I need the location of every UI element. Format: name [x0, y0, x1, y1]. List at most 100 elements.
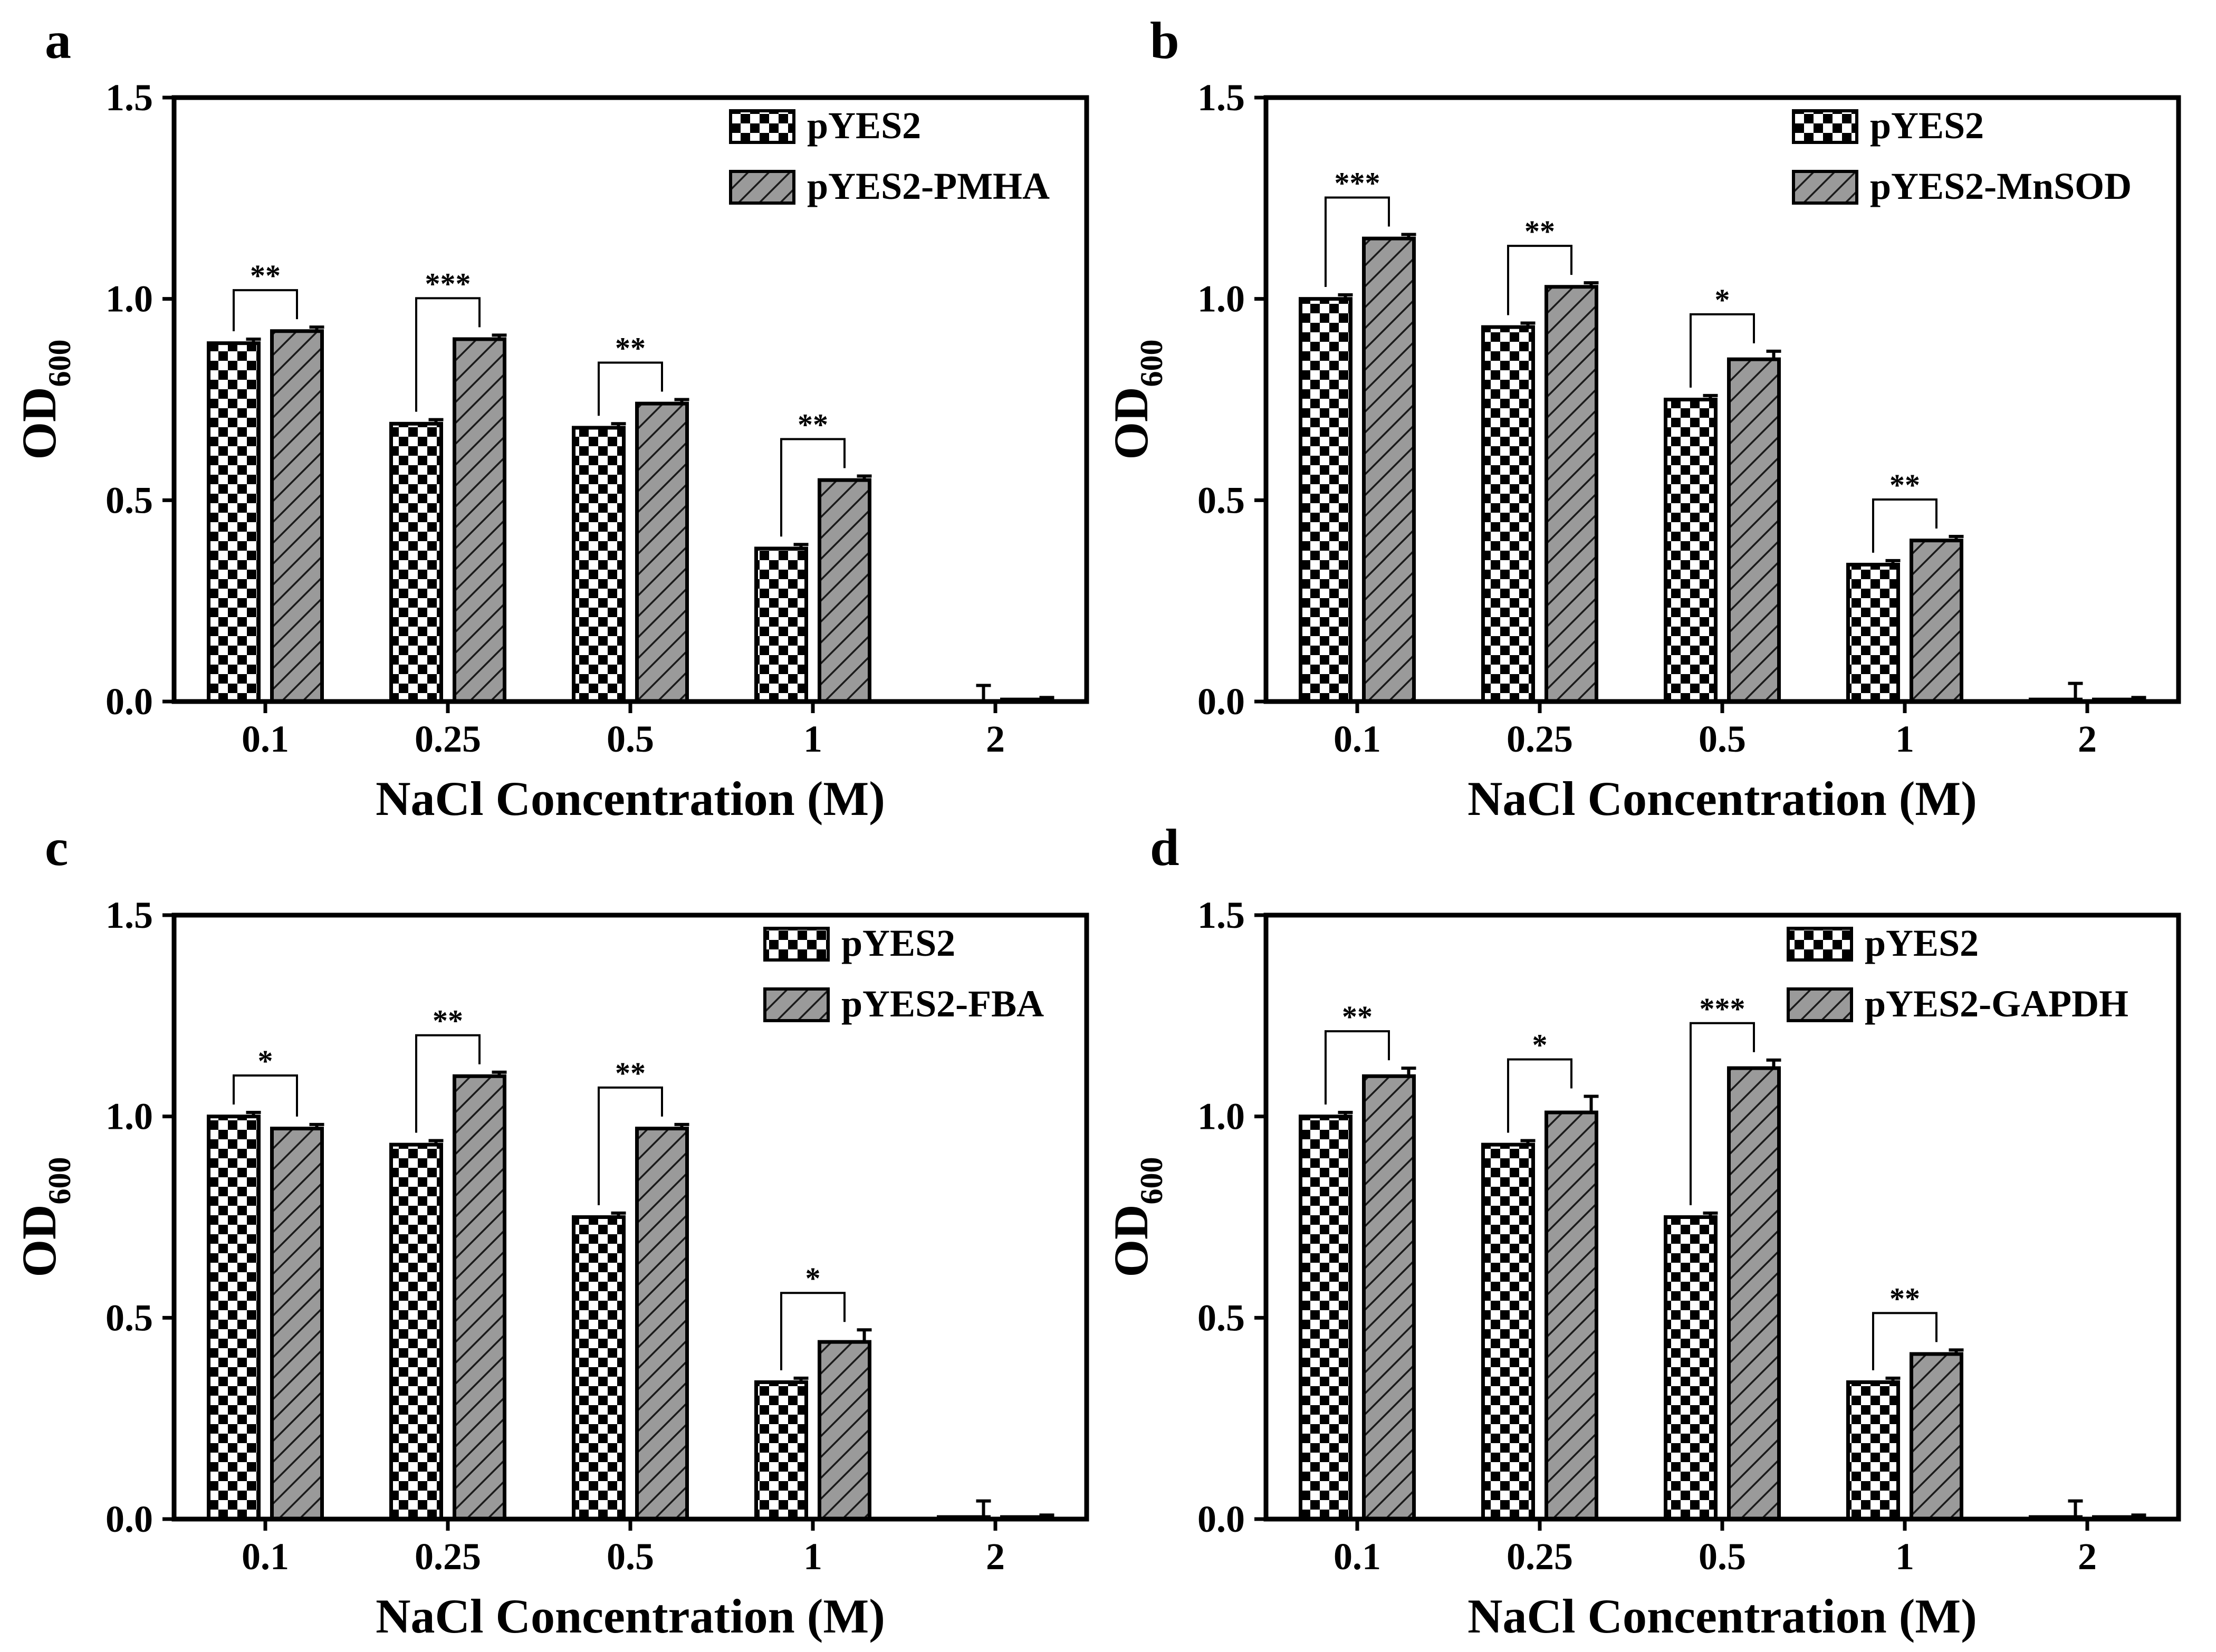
bar-pYES2-FBA-1: [818, 1340, 871, 1521]
bar-pYES2-0.25: [1481, 325, 1535, 704]
y-axis-title-main: OD: [12, 1205, 66, 1278]
significance-label-1: **: [798, 408, 828, 442]
significance-bracket-0.25: [415, 297, 481, 412]
chart-panel-a: a ** 0.1 *** 0.25 ** 0.5 ** 1 2 0.0 0.5 1.0 1.5 NaCl C…: [12, 11, 1089, 825]
bar-pYES2-0.1: [1299, 1115, 1352, 1521]
y-tick-label-1.0: 1.0: [105, 278, 153, 320]
x-axis-title: NaCl Concentration (M): [376, 1589, 885, 1643]
x-tick-label-1: 1: [1895, 718, 1914, 760]
y-tick-label-1.5: 1.5: [105, 76, 153, 119]
significance-label-0.1: ***: [1335, 166, 1380, 200]
bar-pYES2-PMHA-1: [818, 478, 871, 704]
panel-label: c: [45, 818, 68, 877]
significance-label-0.25: ***: [425, 266, 471, 301]
significance-bracket-0.5: [1690, 1022, 1755, 1205]
bar-pYES2-MnSOD-0.1: [1362, 236, 1416, 704]
bar-pYES2-PMHA-0.1: [270, 329, 324, 704]
x-tick-label-0.1: 0.1: [242, 718, 289, 760]
legend-label-pYES2: pYES2: [1865, 922, 1979, 964]
x-tick-label-0.5: 0.5: [1699, 1535, 1746, 1578]
legend-label-pYES2: pYES2: [841, 922, 955, 964]
bar-pYES2-GAPDH-0.1: [1362, 1074, 1416, 1521]
bar-pYES2-0.25: [389, 1142, 443, 1521]
legend: pYES2 pYES2-GAPDH: [1787, 922, 2128, 1025]
chart-panel-c: c * 0.1 ** 0.25 ** 0.5 * 1 2 0.0 0.5 1.0 1.5 NaCl Conc…: [12, 818, 1089, 1643]
x-tick-label-1: 1: [803, 718, 822, 760]
x-tick-label-0.25: 0.25: [1507, 718, 1573, 760]
significance-label-0.5: **: [615, 1056, 646, 1090]
y-tick-label-0.5: 0.5: [1197, 479, 1245, 521]
y-tick-label-0.5: 0.5: [105, 479, 153, 521]
x-axis-title: NaCl Concentration (M): [376, 772, 885, 825]
legend-label-pYES2: pYES2: [807, 104, 921, 147]
x-tick-label-2: 2: [2078, 718, 2097, 760]
legend-label-pYES2-PMHA: pYES2-PMHA: [807, 165, 1050, 207]
y-axis-title-sub: 600: [42, 1157, 77, 1205]
bar-pYES2-0.1: [1299, 297, 1352, 704]
y-axis-title: OD600: [12, 340, 77, 460]
y-tick-label-0.0: 0.0: [105, 680, 153, 723]
y-tick-label-1.5: 1.5: [1197, 894, 1245, 936]
x-tick-label-0.1: 0.1: [1334, 1535, 1381, 1578]
panel-label: a: [45, 11, 71, 70]
significance-label-0.5: ***: [1700, 992, 1745, 1026]
bar-pYES2-0.5: [572, 426, 626, 704]
bar-pYES2-0.5: [572, 1215, 626, 1521]
x-tick-label-1: 1: [803, 1535, 822, 1578]
y-axis-title: OD600: [1104, 1157, 1169, 1278]
legend-swatch-pYES2: [729, 109, 795, 144]
significance-bracket-0.1: [1325, 1030, 1390, 1105]
significance-bracket-1: [1872, 498, 1937, 553]
bar-pYES2-MnSOD-0.5: [1727, 357, 1781, 704]
x-tick-label-0.5: 0.5: [607, 718, 654, 760]
x-axis-title: NaCl Concentration (M): [1467, 1589, 1977, 1643]
bar-pYES2-0.25: [389, 421, 443, 704]
legend-swatch-pYES2: [1792, 109, 1858, 144]
significance-label-1: **: [1889, 468, 1920, 502]
legend-label-pYES2-MnSOD: pYES2-MnSOD: [1870, 165, 2132, 207]
bar-pYES2-1: [754, 1380, 808, 1521]
y-axis-title-main: OD: [12, 387, 66, 460]
plot-frame: [1263, 913, 2181, 1522]
significance-bracket-0.25: [415, 1034, 481, 1133]
significance-bracket-0.1: [1325, 196, 1390, 287]
bar-pYES2-FBA-0.5: [635, 1127, 689, 1521]
legend: pYES2 pYES2-FBA: [763, 922, 1044, 1025]
legend-swatch-pYES2: [763, 927, 830, 962]
bar-pYES2-0.1: [207, 1115, 261, 1521]
legend-swatch-pYES2: [1787, 927, 1853, 962]
bar-pYES2-1: [754, 546, 808, 704]
y-tick-label-0.0: 0.0: [1197, 680, 1245, 723]
plot-frame: [1263, 95, 2181, 704]
legend-swatch-pYES2-FBA: [763, 987, 830, 1022]
y-tick-label-1.5: 1.5: [105, 894, 153, 936]
y-axis-title-main: OD: [1104, 387, 1158, 460]
x-tick-label-1: 1: [1895, 1535, 1914, 1578]
legend-label-pYES2-GAPDH: pYES2-GAPDH: [1865, 983, 2128, 1025]
bar-pYES2-0.1: [207, 341, 261, 704]
x-tick-label-0.1: 0.1: [242, 1535, 289, 1578]
bar-pYES2-FBA-0.1: [270, 1127, 324, 1521]
y-axis-title-sub: 600: [42, 340, 77, 387]
significance-label-0.5: **: [615, 331, 646, 366]
significance-bracket-0.5: [598, 1086, 663, 1205]
bar-pYES2-0.5: [1664, 398, 1718, 704]
significance-bracket-0.5: [1690, 313, 1755, 388]
significance-bracket-0.25: [1507, 245, 1572, 315]
significance-bracket-0.5: [598, 361, 663, 416]
x-tick-label-2: 2: [986, 718, 1005, 760]
legend-label-pYES2-FBA: pYES2-FBA: [841, 983, 1044, 1025]
significance-label-0.1: **: [250, 258, 281, 293]
x-tick-label-0.5: 0.5: [1699, 718, 1746, 760]
bar-pYES2-1: [1846, 562, 1900, 704]
x-tick-label-0.25: 0.25: [1507, 1535, 1573, 1578]
x-tick-label-0.5: 0.5: [607, 1535, 654, 1578]
panel-label: b: [1150, 11, 1179, 70]
bar-pYES2-PMHA-0.25: [453, 337, 506, 704]
significance-label-0.25: **: [1524, 214, 1555, 248]
bar-pYES2-GAPDH-0.25: [1545, 1110, 1598, 1521]
x-tick-label-0.25: 0.25: [415, 718, 481, 760]
significance-bracket-1: [780, 438, 846, 537]
y-tick-label-0.5: 0.5: [105, 1296, 153, 1339]
bar-pYES2-0.25: [1481, 1142, 1535, 1521]
